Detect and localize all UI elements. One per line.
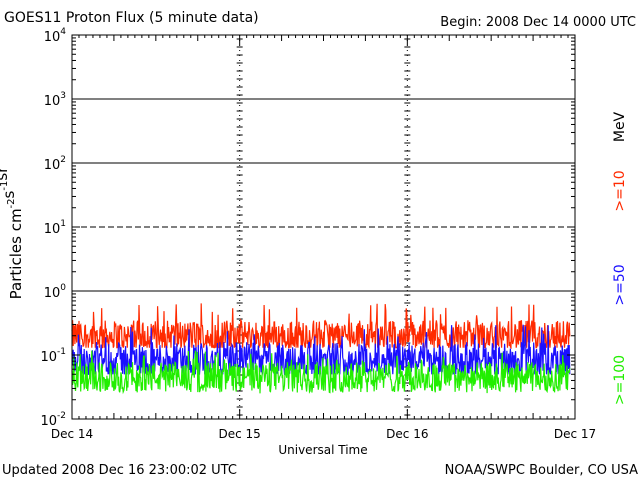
legend-ge100: >=100 <box>612 355 628 405</box>
series-line-ge10 <box>71 303 571 350</box>
series-line-ge100 <box>71 350 571 395</box>
x-tick-label: Dec 16 <box>386 427 428 441</box>
y-tick-label: 101 <box>44 219 66 237</box>
x-tick-label: Dec 15 <box>219 427 261 441</box>
begin-date: Begin: 2008 Dec 14 0000 UTC <box>440 15 636 30</box>
legend-unit: MeV <box>612 111 628 142</box>
legend-ge50: >=50 <box>612 264 628 305</box>
y-axis-label: Particles cm-2s-1sr-1 <box>0 157 25 300</box>
updated-timestamp: Updated 2008 Dec 16 23:00:02 UTC <box>2 463 237 478</box>
svg-text:>=100: >=100 <box>612 355 628 405</box>
x-axis-ticks: Dec 14 Dec 15 Dec 16 Dec 17 <box>51 35 596 441</box>
legend-ge10: >=10 <box>612 170 628 211</box>
y-tick-label: 102 <box>44 155 66 173</box>
svg-text:MeV: MeV <box>612 111 628 142</box>
x-axis-label: Universal Time <box>278 443 367 457</box>
y-tick-label: 10-2 <box>40 411 66 429</box>
x-tick-label: Dec 14 <box>51 427 93 441</box>
y-tick-label: 100 <box>44 283 67 301</box>
x-tick-label: Dec 17 <box>554 427 596 441</box>
y-axis-label-text: Particles cm-2s-1sr-1 <box>0 157 25 300</box>
svg-text:>=10: >=10 <box>612 170 628 211</box>
y-tick-label: 103 <box>44 91 66 109</box>
y-axis-ticks: 10-2 10-1 100 101 102 103 104 <box>40 27 575 429</box>
chart-title: GOES11 Proton Flux (5 minute data) <box>4 10 259 26</box>
y-tick-label: 104 <box>44 27 67 45</box>
legend: MeV >=10 >=50 >=100 <box>612 111 628 405</box>
data-series <box>71 303 571 395</box>
y-tick-label: 10-1 <box>40 347 66 365</box>
svg-text:>=50: >=50 <box>612 264 628 305</box>
credit-text: NOAA/SWPC Boulder, CO USA <box>445 463 638 478</box>
